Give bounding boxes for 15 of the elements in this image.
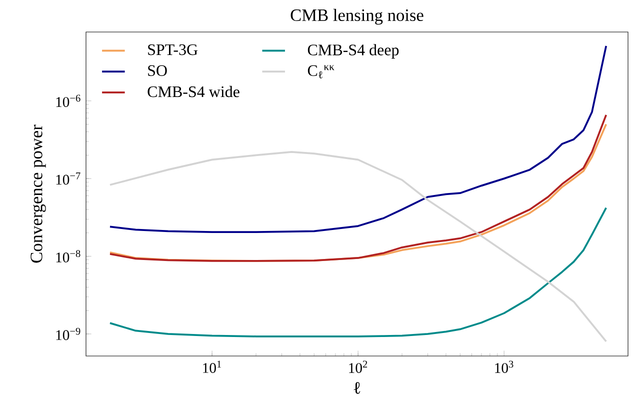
- x-axis-title: ℓ: [354, 382, 360, 394]
- x-tick-label: 10$^{1}$: [203, 360, 222, 373]
- legend-label: C$_{ℓ}$κκ: [308, 65, 334, 78]
- legend-label: SPT-3G: [148, 44, 198, 56]
- legend-label: SO: [148, 65, 167, 76]
- y-tick-label: 10$^{−8}$: [56, 250, 80, 262]
- y-tick-label: 10$^{−9}$: [56, 328, 80, 340]
- x-tick-label: 10$^{3}$: [495, 360, 514, 373]
- y-axis-title: Convergence power: [30, 124, 46, 263]
- y-tick-label: 10$^{−7}$: [56, 172, 80, 185]
- chart-title: CMB lensing noise: [290, 8, 424, 25]
- legend-label: CMB-S4 wide: [148, 86, 240, 98]
- y-tick-label: 10$^{−6}$: [56, 94, 80, 107]
- x-tick-label: 10$^{2}$: [349, 360, 368, 373]
- legend-label: CMB-S4 deep: [308, 44, 399, 59]
